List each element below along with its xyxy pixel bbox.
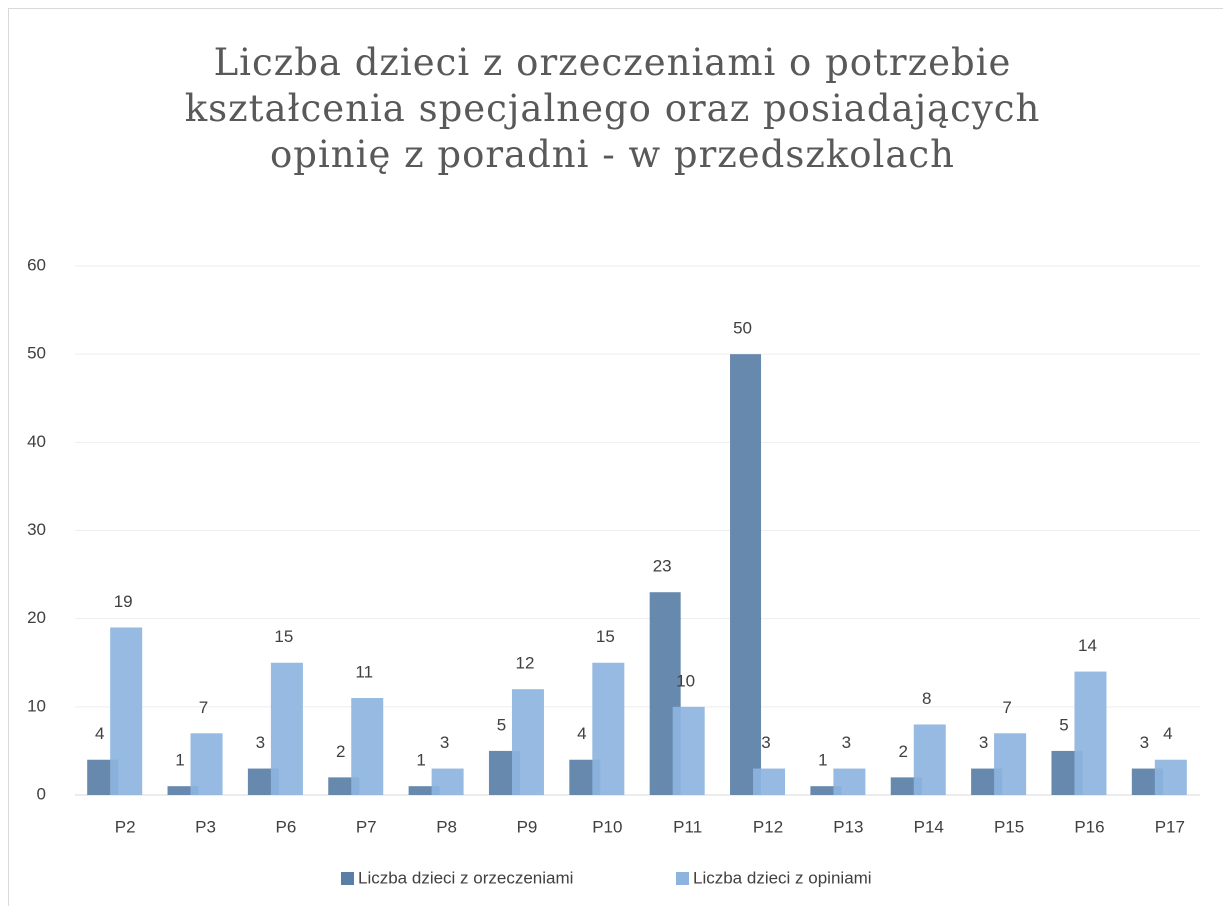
bar [270, 662, 303, 795]
x-tick-label: P2 [115, 817, 136, 836]
data-label: 3 [256, 733, 265, 752]
bar [408, 786, 440, 795]
x-tick-label: P17 [1155, 817, 1185, 836]
x-tick-label: P11 [673, 817, 702, 836]
data-label: 4 [577, 724, 586, 743]
legend-label: Liczba dzieci z opiniami [693, 868, 872, 887]
data-label: 5 [1059, 715, 1068, 734]
x-tick-label: P8 [436, 817, 457, 836]
bar [592, 662, 625, 795]
data-label: 7 [199, 698, 208, 717]
bar [431, 768, 464, 795]
bar [1074, 671, 1107, 795]
data-label: 3 [842, 733, 851, 752]
data-label: 23 [653, 557, 672, 576]
data-label: 10 [676, 671, 695, 690]
x-tick-label: P16 [1074, 817, 1104, 836]
x-tick-label: P12 [753, 817, 783, 836]
data-label: 1 [818, 751, 827, 770]
data-label: 15 [274, 627, 293, 646]
chart-title: Liczba dzieci z orzeczeniami o potrzebie… [184, 41, 1041, 176]
y-tick-label: 30 [27, 520, 46, 539]
data-label: 7 [1002, 698, 1011, 717]
data-label: 3 [1140, 733, 1149, 752]
y-tick-label: 40 [27, 432, 46, 451]
data-label: 1 [416, 751, 425, 770]
data-label: 5 [497, 715, 506, 734]
y-tick-label: 10 [27, 696, 46, 715]
data-label: 3 [761, 733, 770, 752]
y-tick-label: 50 [27, 344, 46, 363]
bar [672, 706, 705, 795]
x-tick-label: P14 [914, 817, 944, 836]
legend-swatch [676, 872, 689, 885]
bar [753, 768, 786, 795]
x-tick-label: P9 [517, 817, 538, 836]
y-tick-label: 0 [37, 784, 46, 803]
bar [511, 689, 544, 795]
x-tick-label: P7 [356, 817, 377, 836]
data-label: 11 [355, 663, 373, 682]
bar [833, 768, 866, 795]
bar [167, 786, 199, 795]
x-tick-label: P6 [275, 817, 296, 836]
y-tick-label: 20 [27, 608, 46, 627]
bar [994, 733, 1027, 795]
bar [730, 354, 762, 795]
x-tick-label: P13 [833, 817, 863, 836]
bar [1154, 759, 1187, 795]
x-tick-label: P3 [195, 817, 216, 836]
data-label: 19 [114, 592, 133, 611]
data-label: 12 [516, 654, 535, 673]
data-label: 3 [440, 733, 449, 752]
data-label: 1 [175, 751, 184, 770]
bar [110, 627, 143, 795]
bar [810, 786, 842, 795]
y-tick-label: 60 [27, 255, 46, 274]
bar [913, 724, 946, 795]
bar [190, 733, 223, 795]
chart-frame [8, 8, 1223, 906]
bar [351, 698, 384, 795]
data-label: 3 [979, 733, 988, 752]
x-tick-label: P15 [994, 817, 1024, 836]
legend-swatch [341, 872, 354, 885]
data-label: 2 [336, 742, 345, 761]
data-label: 4 [95, 724, 104, 743]
data-label: 8 [922, 689, 931, 708]
data-label: 4 [1163, 724, 1172, 743]
data-label: 14 [1078, 636, 1097, 655]
data-label: 50 [733, 319, 752, 338]
legend-label: Liczba dzieci z orzeczeniami [358, 868, 573, 887]
data-label: 15 [596, 627, 615, 646]
x-tick-label: P10 [592, 817, 622, 836]
data-label: 2 [899, 742, 908, 761]
